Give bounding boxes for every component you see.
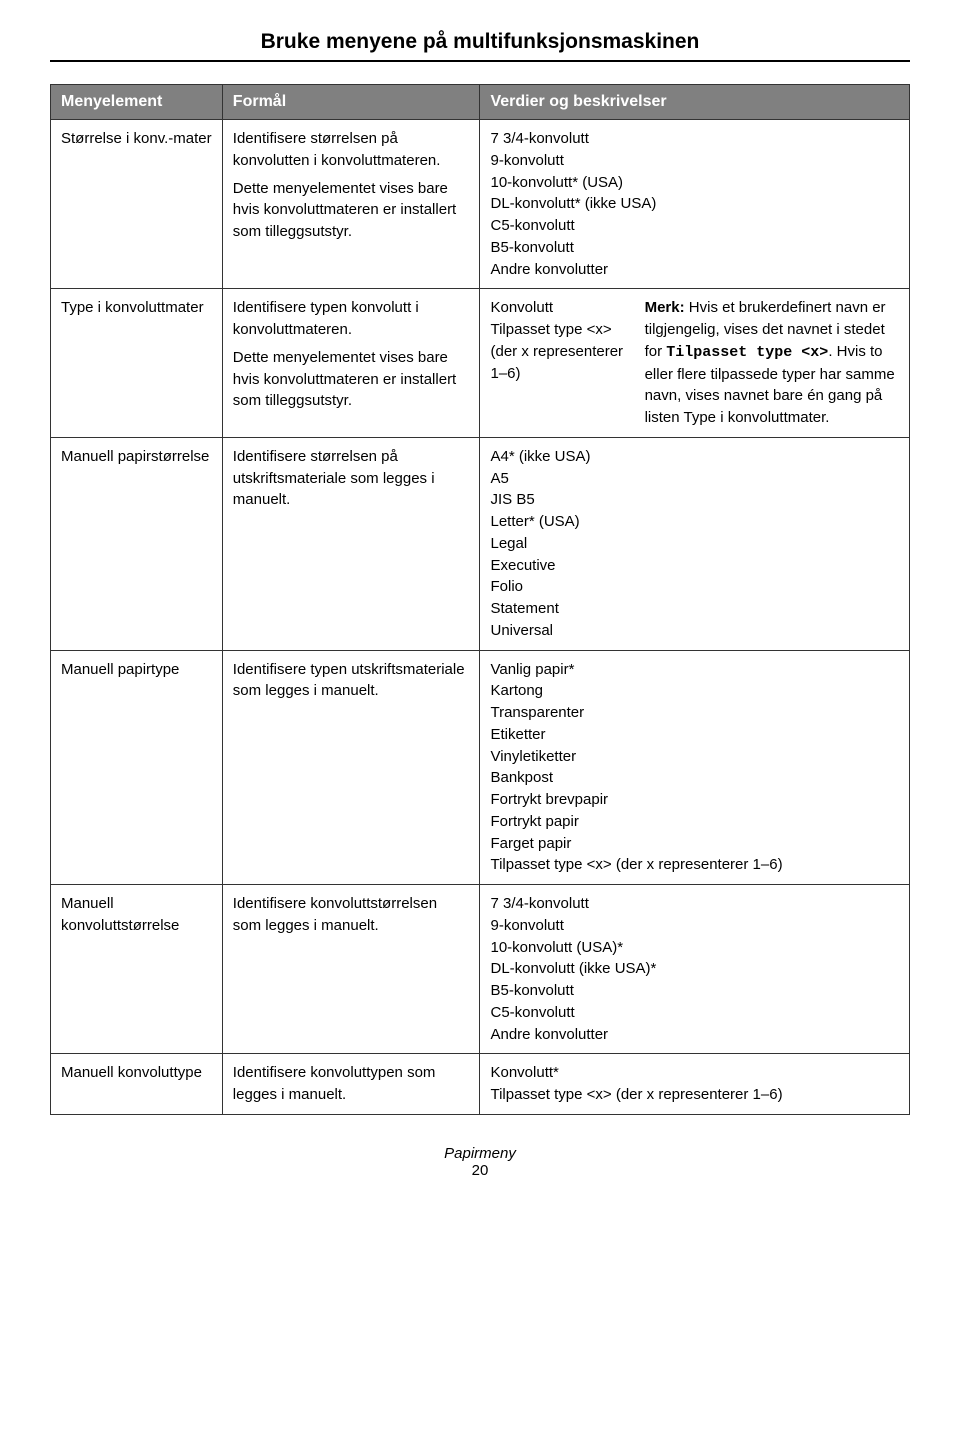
cell-formal: Identifisere typen utskriftsmateriale so…	[222, 650, 480, 885]
formal-p2: Dette menyelementet vises bare hvis konv…	[233, 347, 470, 412]
note-label: Merk:	[645, 299, 685, 316]
value: Andre konvolutter	[490, 259, 899, 281]
menu-table: Menyelement Formål Verdier og beskrivels…	[50, 84, 910, 1115]
value: Letter* (USA)	[490, 511, 899, 533]
value: 7 3/4-konvolutt	[490, 893, 899, 915]
value: Transparenter	[490, 702, 899, 724]
table-row: Type i konvoluttmater Identifisere typen…	[51, 289, 910, 438]
value: Executive	[490, 555, 899, 577]
value: Tilpasset type <x> (der x representerer …	[490, 319, 624, 384]
value: Konvolutt*	[490, 1062, 899, 1084]
formal-p1: Identifisere størrelsen på konvolutten i…	[233, 128, 470, 172]
value: Kartong	[490, 680, 899, 702]
value: 7 3/4-konvolutt	[490, 128, 899, 150]
cell-values: Vanlig papir* Kartong Transparenter Etik…	[480, 650, 910, 885]
value: Statement	[490, 598, 899, 620]
value: 9-konvolutt	[490, 150, 899, 172]
value: Etiketter	[490, 724, 899, 746]
value: DL-konvolutt (ikke USA)*	[490, 958, 899, 980]
value: Vanlig papir*	[490, 659, 899, 681]
table-row: Størrelse i konv.-mater Identifisere stø…	[51, 120, 910, 289]
value: 10-konvolutt (USA)*	[490, 937, 899, 959]
cell-menyelement: Type i konvoluttmater	[51, 289, 223, 438]
cell-menyelement: Størrelse i konv.-mater	[51, 120, 223, 289]
cell-values: A4* (ikke USA) A5 JIS B5 Letter* (USA) L…	[480, 437, 910, 650]
value: Vinyletiketter	[490, 746, 899, 768]
value: Legal	[490, 533, 899, 555]
cell-values: Konvolutt* Tilpasset type <x> (der x rep…	[480, 1054, 910, 1115]
formal-p1: Identifisere konvoluttypen som legges i …	[233, 1062, 470, 1106]
table-row: Manuell papirstørrelse Identifisere stør…	[51, 437, 910, 650]
formal-p1: Identifisere størrelsen på utskriftsmate…	[233, 446, 470, 511]
cell-values: 7 3/4-konvolutt 9-konvolutt 10-konvolutt…	[480, 885, 910, 1054]
cell-formal: Identifisere typen konvolutt i konvolutt…	[222, 289, 480, 438]
cell-values: 7 3/4-konvolutt 9-konvolutt 10-konvolutt…	[480, 120, 910, 289]
cell-values-left: Konvolutt Tilpasset type <x> (der x repr…	[480, 289, 635, 438]
cell-formal: Identifisere størrelsen på utskriftsmate…	[222, 437, 480, 650]
value: A5	[490, 468, 899, 490]
value: C5-konvolutt	[490, 215, 899, 237]
cell-formal: Identifisere konvoluttstørrelsen som leg…	[222, 885, 480, 1054]
cell-menyelement: Manuell konvoluttstørrelse	[51, 885, 223, 1054]
value: Tilpasset type <x> (der x representerer …	[490, 854, 899, 876]
cell-menyelement: Manuell konvoluttype	[51, 1054, 223, 1115]
table-header-row: Menyelement Formål Verdier og beskrivels…	[51, 85, 910, 120]
value: A4* (ikke USA)	[490, 446, 899, 468]
th-verdier: Verdier og beskrivelser	[480, 85, 910, 120]
value: Folio	[490, 576, 899, 598]
formal-p1: Identifisere konvoluttstørrelsen som leg…	[233, 893, 470, 937]
value: Konvolutt	[490, 297, 624, 319]
value: B5-konvolutt	[490, 980, 899, 1002]
value: 9-konvolutt	[490, 915, 899, 937]
table-row: Manuell konvoluttstørrelse Identifisere …	[51, 885, 910, 1054]
note-mono: Tilpasset type <x>	[666, 344, 828, 361]
formal-p2: Dette menyelementet vises bare hvis konv…	[233, 178, 470, 243]
value: Andre konvolutter	[490, 1024, 899, 1046]
th-menyelement: Menyelement	[51, 85, 223, 120]
footer: Papirmeny 20	[50, 1145, 910, 1179]
table-row: Manuell papirtype Identifisere typen uts…	[51, 650, 910, 885]
formal-p1: Identifisere typen utskriftsmateriale so…	[233, 659, 470, 703]
value: B5-konvolutt	[490, 237, 899, 259]
th-formal: Formål	[222, 85, 480, 120]
cell-menyelement: Manuell papirtype	[51, 650, 223, 885]
value: C5-konvolutt	[490, 1002, 899, 1024]
value: Fortrykt papir	[490, 811, 899, 833]
title-rule	[50, 60, 910, 62]
cell-menyelement: Manuell papirstørrelse	[51, 437, 223, 650]
value: JIS B5	[490, 489, 899, 511]
value: Universal	[490, 620, 899, 642]
cell-values-note: Merk: Hvis et brukerdefinert navn er til…	[635, 289, 910, 438]
page-number: 20	[50, 1162, 910, 1179]
value: Farget papir	[490, 833, 899, 855]
value: Tilpasset type <x> (der x representerer …	[490, 1084, 899, 1106]
footer-text: Papirmeny	[444, 1145, 516, 1162]
formal-p1: Identifisere typen konvolutt i konvolutt…	[233, 297, 470, 341]
value: Bankpost	[490, 767, 899, 789]
cell-formal: Identifisere størrelsen på konvolutten i…	[222, 120, 480, 289]
cell-formal: Identifisere konvoluttypen som legges i …	[222, 1054, 480, 1115]
value: DL-konvolutt* (ikke USA)	[490, 193, 899, 215]
table-row: Manuell konvoluttype Identifisere konvol…	[51, 1054, 910, 1115]
page-title: Bruke menyene på multifunksjonsmaskinen	[50, 30, 910, 54]
value: 10-konvolutt* (USA)	[490, 172, 899, 194]
value: Fortrykt brevpapir	[490, 789, 899, 811]
